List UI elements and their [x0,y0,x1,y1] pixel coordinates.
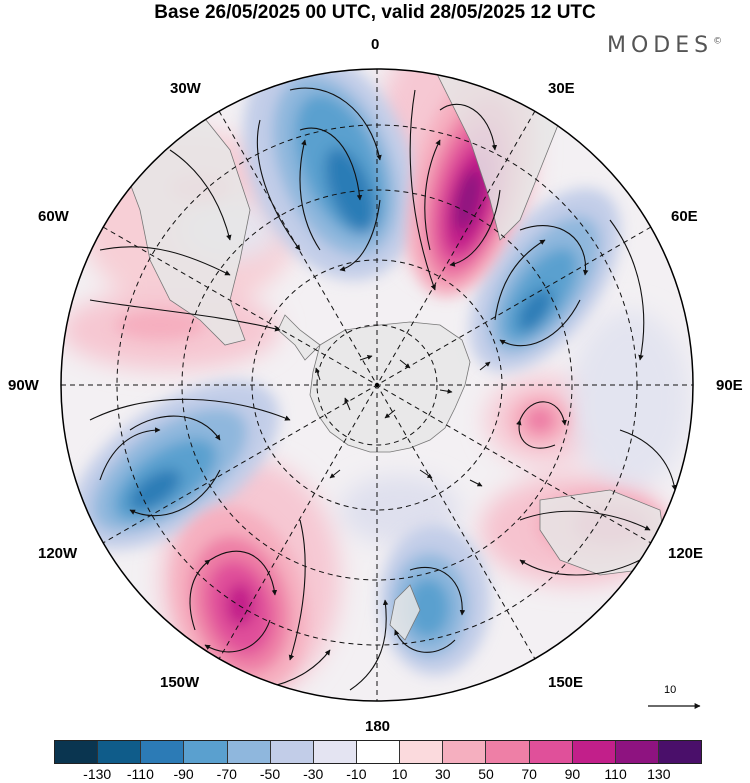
colorbar-segment [140,741,184,763]
colorbar-tick-label: -130 [83,766,112,782]
colorbar-segment [226,741,270,763]
colorbar-tick-label: -30 [303,766,324,782]
lon-label-60e: 60E [671,208,698,225]
wind-vectors [315,355,491,487]
lon-label-90e: 90E [716,377,743,394]
colorbar-tick-labels: -130 -110 -90 -70 -50 -30 -10 10 30 50 70 90 110 130 [0,766,750,783]
colorbar-tick-label: 50 [478,766,494,782]
lon-label-180: 180 [365,718,391,735]
colorbar-segment [399,741,443,763]
colorbar-segment [312,741,356,763]
colorbar-tick-label: 10 [391,766,408,782]
colorbar-tick-label: -50 [259,766,281,782]
colorbar-segment [55,741,98,763]
colorbar [54,740,702,764]
lon-label-120e: 120E [668,545,704,562]
colorbar-segment [183,741,227,763]
colorbar-segment [528,741,572,763]
lon-label-30w: 30W [170,80,201,97]
map-boundary [60,68,694,702]
colorbar-segment [442,741,486,763]
lon-label-30e: 30E [548,80,575,97]
map-title: Base 26/05/2025 00 UTC, valid 28/05/2025… [154,2,596,23]
lon-label-150e: 150E [548,674,584,691]
colorbar-tick-label: 70 [521,766,537,782]
colorbar-tick-label: -110 [126,766,154,782]
brand-logo: MODES© [607,33,722,58]
copyright-mark: © [713,36,723,47]
colorbar-tick-label: -90 [173,766,194,782]
brand-name: MODES [607,33,714,58]
lon-label-0: 0 [371,36,380,53]
colorbar-segment [571,741,615,763]
colorbar-tick-label: 30 [435,766,451,782]
lon-label-120w: 120W [38,545,78,562]
colorbar-tick-label: 110 [604,766,627,782]
colorbar-segment [269,741,313,763]
wind-streamlines [89,87,677,698]
south-pole-marker [374,382,380,388]
anomaly-field [61,69,693,701]
colorbar-segment [355,741,400,763]
colorbar-segment [485,741,529,763]
lon-label-60w: 60W [38,208,69,225]
colorbar-segment [614,741,658,763]
reference-vector-label: 10 [664,684,677,696]
negative-anomaly-layer [70,69,621,675]
colorbar-tick-label: 130 [647,766,671,782]
colorbar-tick-label: -10 [346,766,367,782]
lon-label-150w: 150W [160,674,200,691]
lon-label-90w: 90W [8,377,39,394]
colorbar-segment [97,741,141,763]
colorbar-tick-label: 90 [564,766,581,782]
colorbar-segment [657,741,702,763]
colorbar-tick-label: -70 [216,766,237,782]
